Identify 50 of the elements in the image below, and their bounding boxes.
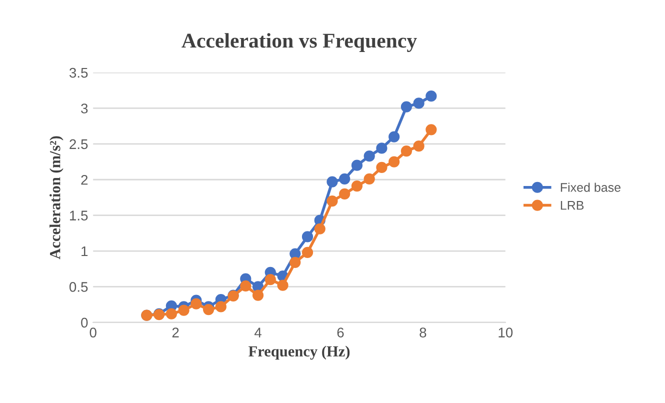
point [166,308,177,320]
point [240,280,252,292]
y-tick-label: 2 [81,174,88,185]
point [400,146,412,157]
point [190,298,202,310]
point [351,180,363,192]
y-tick-label: 1.5 [70,210,88,220]
point [426,90,437,102]
point [178,304,190,316]
y-tick-label: 2.5 [70,139,88,150]
x-tick-label: 4 [254,328,262,338]
y-tick-label: 3 [81,104,88,114]
point [277,280,288,291]
point [413,98,424,109]
x-tick-label: 8 [420,328,426,338]
x-tick-label: 10 [498,328,513,338]
legend-label: Fixed base [560,182,620,192]
point [400,101,412,112]
point [302,231,314,242]
y-tick-label: 1 [82,246,88,256]
legend-label: LRB [560,201,584,210]
chart-title: Acceleration vs Frequency [182,33,417,52]
point [388,156,400,168]
point [339,188,350,200]
point [376,142,388,154]
point [339,173,350,184]
point [314,223,326,234]
point [290,256,301,268]
x-axis-title: Frequency (Hz) [248,346,350,360]
point [364,150,375,162]
point [413,140,424,152]
point [252,290,264,301]
y-axis-title: Acceleration (m/s²) [50,136,64,260]
point [202,304,214,316]
point [388,131,400,142]
y-tick-label: 3.5 [69,68,88,78]
point [215,301,226,312]
point [426,124,437,136]
y-tick-label: 0.5 [69,282,88,292]
point [364,173,375,184]
point [302,246,314,258]
point [351,160,363,171]
y-tick-label: 0 [81,318,88,328]
point [376,162,388,174]
point [326,176,338,188]
x-tick-label: 6 [337,328,344,338]
point [326,195,338,207]
x-tick-label: 0 [90,328,96,338]
point [264,274,276,286]
x-tick-label: 2 [172,328,179,338]
